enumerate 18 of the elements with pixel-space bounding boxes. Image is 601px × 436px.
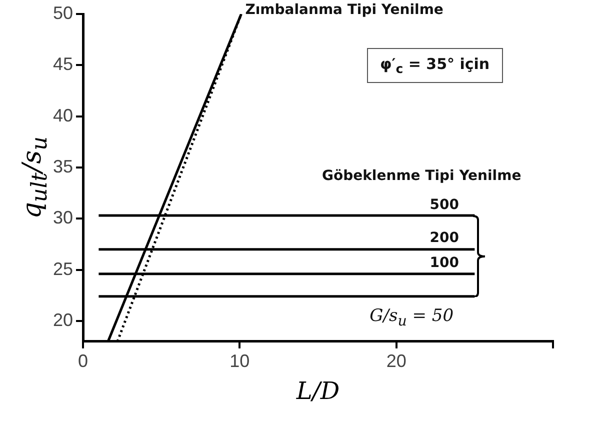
y-tick-label: 40 xyxy=(52,105,74,126)
y-tick-label: 20 xyxy=(52,310,74,330)
annotation: 100 xyxy=(430,254,460,271)
annotation: φ′$_{c}$ = 35° için xyxy=(367,48,503,83)
x-tick-label: 0 xyxy=(78,351,88,372)
y-tick-label: 30 xyxy=(52,208,74,228)
annotation: Göbeklenme Tipi Yenilme xyxy=(322,168,522,184)
x-tick-label: 20 xyxy=(386,351,406,372)
x-axis-title: L/D xyxy=(295,377,341,406)
y-tick-label: 50 xyxy=(52,2,74,23)
y-tick-label: 35 xyxy=(52,156,74,176)
x-tick-label: 10 xyxy=(230,351,250,372)
y-tick-label: 45 xyxy=(52,54,74,74)
annotation: 200 xyxy=(430,230,460,246)
annotation: 500 xyxy=(430,196,460,213)
y-tick-label: 25 xyxy=(52,258,74,279)
annotation: Zımbalanma Tipi Yenilme xyxy=(245,2,444,18)
annotation: G/s$_{u}$ = 50 xyxy=(370,306,454,330)
